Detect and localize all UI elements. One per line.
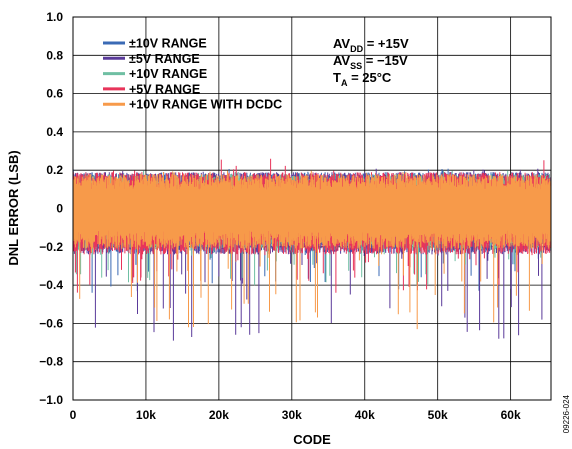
legend: ±10V RANGE±5V RANGE+10V RANGE+5V RANGE +1… bbox=[103, 37, 282, 112]
y-tick-label: 0 bbox=[56, 202, 63, 216]
legend-label: +10V RANGE WITH DCDC bbox=[129, 98, 282, 112]
y-tick-label: 1.0 bbox=[46, 10, 63, 24]
condition-text: AVDD = +15V bbox=[333, 36, 409, 54]
x-tick-label: 30k bbox=[282, 408, 302, 422]
x-tick-label: 10k bbox=[136, 408, 156, 422]
x-axis-label: CODE bbox=[293, 432, 331, 447]
x-tick-label: 50k bbox=[428, 408, 448, 422]
y-tick-label: −1.0 bbox=[39, 393, 63, 407]
x-tick-label: 40k bbox=[355, 408, 375, 422]
y-axis-label: DNL ERROR (LSB) bbox=[6, 150, 21, 265]
legend-label: ±5V RANGE bbox=[129, 52, 200, 66]
figure-id: 09226-024 bbox=[562, 394, 571, 433]
x-tick-label: 20k bbox=[209, 408, 229, 422]
legend-label: +10V RANGE bbox=[129, 67, 207, 81]
legend-label: +5V RANGE bbox=[129, 82, 200, 96]
y-tick-labels: 1.0 0.8 0.6 0.4 0.2 0 −0.2 −0.4 −0.6 −0.8 −1.0 bbox=[39, 10, 63, 407]
y-tick-label: −0.8 bbox=[39, 355, 63, 369]
y-tick-label: −0.2 bbox=[39, 240, 63, 254]
x-tick-label: 60k bbox=[501, 408, 521, 422]
y-tick-label: 0.2 bbox=[46, 163, 63, 177]
y-tick-label: 0.6 bbox=[46, 87, 63, 101]
y-tick-label: −0.4 bbox=[39, 278, 63, 292]
legend-label: ±10V RANGE bbox=[129, 37, 207, 51]
plot-frame bbox=[72, 16, 552, 401]
y-tick-label: 0.4 bbox=[46, 125, 63, 139]
y-tick-label: 0.8 bbox=[46, 48, 63, 62]
x-tick-labels: 0 10k 20k 30k 40k 50k 60k bbox=[70, 408, 521, 422]
condition-text: AVSS = −15V bbox=[333, 53, 408, 71]
y-tick-label: −0.6 bbox=[39, 316, 63, 330]
condition-text: TA = 25°C bbox=[333, 70, 392, 88]
x-tick-label: 0 bbox=[70, 408, 77, 422]
